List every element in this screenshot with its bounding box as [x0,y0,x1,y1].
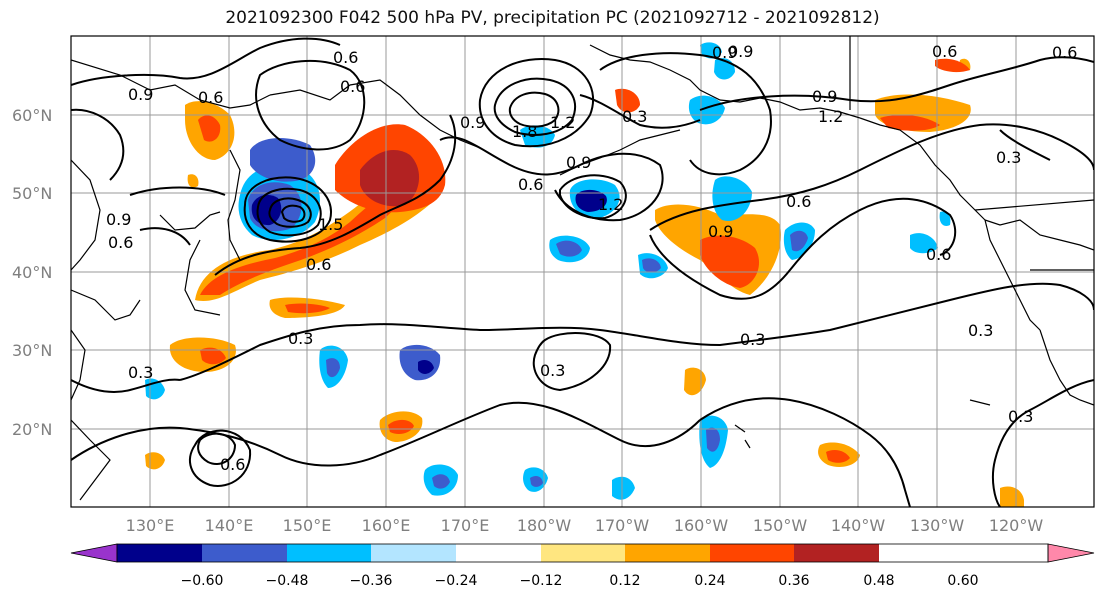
contour-label: 0.3 [540,361,565,380]
contour-label: 0.6 [198,88,223,107]
colorbar-tick-label: −0.36 [350,573,393,589]
colorbar-bin [710,544,794,562]
contour-label: 1.2 [598,195,623,214]
colorbar-tick-label: 0.24 [694,573,725,589]
contour-label: 0.6 [932,42,957,61]
lon-label: 170°W [595,516,650,535]
contour-label: 0.9 [128,85,153,104]
contour-label: 0.6 [926,245,951,264]
lon-label: 150°W [753,516,808,535]
lon-label: 140°E [205,516,254,535]
contour-label: 0.6 [518,175,543,194]
contour-label: 0.9 [708,222,733,241]
contour-label: 0.6 [333,48,358,67]
contour-label: 0.9 [728,42,753,61]
contour-label: 1.8 [512,122,537,141]
contour-label: 0.6 [340,77,365,96]
latitude-labels: 60°N 50°N 40°N 30°N 20°N [12,106,52,439]
contour-label: 0.6 [786,192,811,211]
colorbar-outline [116,543,1049,563]
contour-label: 1.5 [318,215,343,234]
lon-label: 140°W [831,516,886,535]
coastlines [71,36,1094,501]
contour-label: 0.6 [306,255,331,274]
colorbar-tick-label: 0.36 [778,573,809,589]
colorbar-tick-label: −0.48 [266,573,309,589]
colorbar-tick-label: −0.12 [520,573,563,589]
colorbar-tick-label: 0.60 [947,573,978,589]
lon-label: 130°W [910,516,965,535]
colorbar-bin [625,544,710,562]
pv-contours [71,37,1094,507]
contour-label: 0.9 [812,87,837,106]
contour-label: 0.6 [1052,43,1077,62]
colorbar-bin [541,544,625,562]
lon-label: 160°E [362,516,411,535]
contour-label: 0.3 [622,107,647,126]
contour-label: 1.2 [818,107,843,126]
contour-label: 0.9 [460,113,485,132]
colorbar-bin [371,544,456,562]
colorbar-extend-low [70,543,118,563]
contour-label: 0.6 [108,233,133,252]
lat-label: 40°N [12,263,52,282]
contour-label: 0.9 [106,210,131,229]
lat-label: 30°N [12,341,52,360]
colorbar: −0.60 −0.48 −0.36 −0.24 −0.12 0.12 0.24 … [70,543,1095,589]
contour-label: 0.3 [740,330,765,349]
colorbar-tick-label: −0.60 [181,573,224,589]
lat-label: 50°N [12,184,52,203]
colorbar-bin [117,544,202,562]
figure-title: 2021092300 F042 500 hPa PV, precipitatio… [225,8,880,28]
contour-label: 0.3 [968,321,993,340]
contour-label: 0.3 [288,329,313,348]
lon-label: 130°E [126,516,175,535]
colorbar-bin [287,544,371,562]
contour-label: 0.3 [1008,407,1033,426]
colorbar-tick-label: 0.12 [609,573,640,589]
contour-label: 0.6 [220,455,245,474]
colorbar-tick-label: 0.48 [863,573,894,589]
lon-label: 160°W [674,516,729,535]
colorbar-bin [202,544,287,562]
longitude-labels: 130°E 140°E 150°E 160°E 170°E 180°W 170°… [126,516,1044,535]
lon-label: 170°E [441,516,490,535]
contour-label: 0.3 [996,148,1021,167]
lat-label: 60°N [12,106,52,125]
contour-label: 0.9 [566,153,591,172]
colorbar-bin [456,544,541,562]
map-area: 0.6 0.9 0.6 0.9 0.6 0.6 0.9 1.2 0.3 0.9 … [71,36,1094,507]
map-frame [70,35,1095,508]
graticule [71,36,1094,507]
lon-label: 180°W [517,516,572,535]
lon-label: 120°W [989,516,1044,535]
contour-label: 1.2 [550,113,575,132]
contour-label: 0.9 [712,43,737,62]
contour-label: 0.3 [128,363,153,382]
colorbar-extend-high [1047,543,1095,563]
colorbar-bin [794,544,879,562]
colorbar-tick-label: −0.24 [435,573,478,589]
contour-labels: 0.6 0.9 0.6 0.9 0.6 0.6 0.9 1.2 0.3 0.9 … [106,42,1077,474]
lon-label: 150°E [283,516,332,535]
lat-label: 20°N [12,420,52,439]
